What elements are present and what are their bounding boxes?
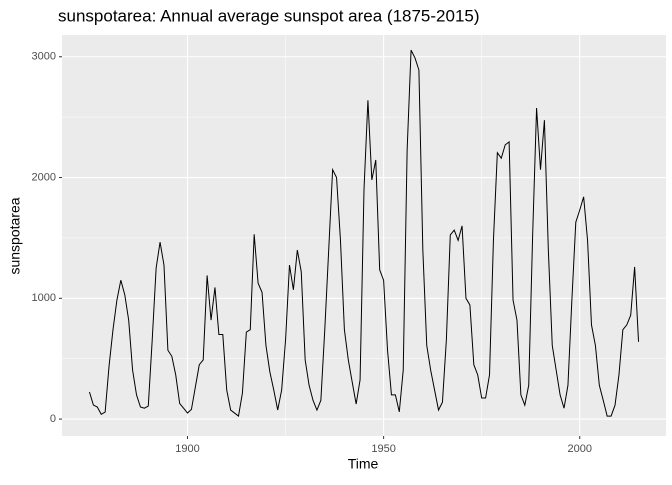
x-axis-label: Time xyxy=(348,456,379,472)
plot-panel xyxy=(62,35,666,436)
x-tick-label: 2000 xyxy=(567,443,591,455)
x-tick-label: 1900 xyxy=(175,443,199,455)
line xyxy=(88,49,640,417)
y-tick-label: 1000 xyxy=(32,292,56,304)
y-tick-label: 3000 xyxy=(32,51,56,63)
y-tick-label: 0 xyxy=(50,413,56,425)
y-axis-label: sunspotarea xyxy=(7,197,23,274)
chart-title: sunspotarea: Annual average sunspot area… xyxy=(58,6,480,25)
y-tick-label: 2000 xyxy=(32,171,56,183)
x-tick-label: 1950 xyxy=(371,443,395,455)
